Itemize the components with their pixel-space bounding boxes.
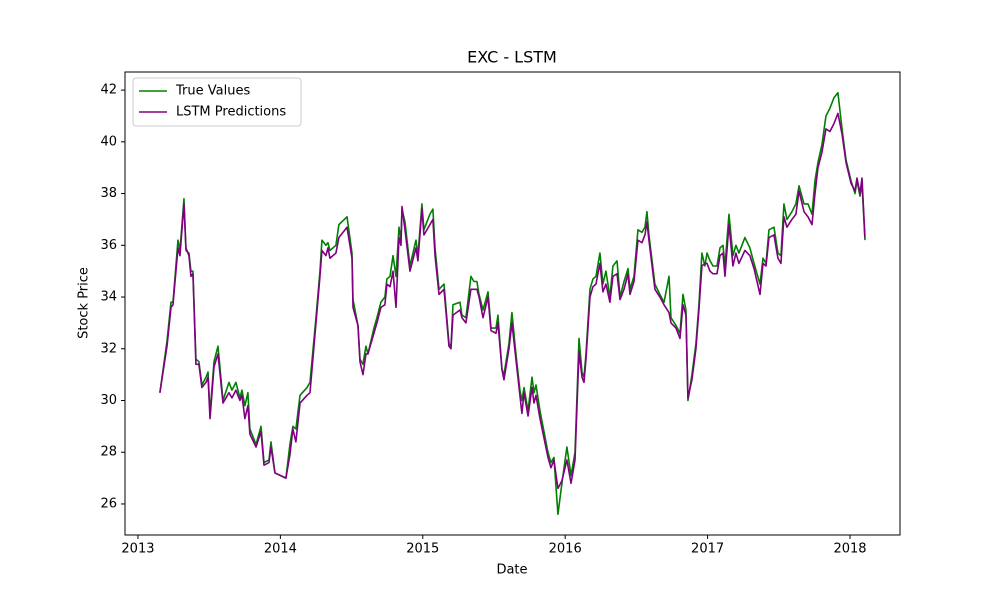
x-tick-label: 2017 [691,542,724,557]
plot-frame [124,71,901,536]
y-tick-label: 40 [100,134,117,149]
y-axis-label: Stock Price [77,267,92,339]
legend-label: LSTM Predictions [176,105,286,120]
x-tick-label: 2015 [406,542,439,557]
y-tick-label: 26 [100,496,117,511]
y-tick-label: 34 [100,290,117,305]
y-tick-label: 28 [100,445,117,460]
y-tick-label: 32 [100,341,117,356]
y-tick-label: 30 [100,393,117,408]
legend-box [132,77,302,127]
chart-title: EXC - LSTM [467,48,557,67]
y-tick-label: 38 [100,186,117,201]
x-tick-label: 2014 [264,542,297,557]
x-tick-label: 2018 [833,542,866,557]
x-axis-label: Date [496,563,527,578]
x-tick-label: 2013 [121,542,154,557]
x-tick-label: 2016 [549,542,582,557]
y-tick-label: 42 [100,83,117,98]
series-line [159,112,866,490]
y-tick-label: 36 [100,238,117,253]
legend-label: True Values [175,84,250,99]
